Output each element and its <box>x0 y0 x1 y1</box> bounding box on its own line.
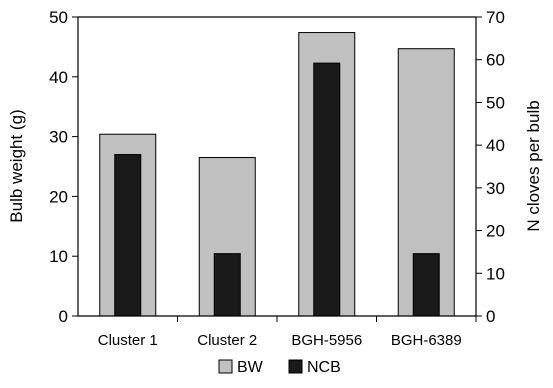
bar-ncb-2 <box>213 253 241 317</box>
y-axis-label-left: Bulb weight (g) <box>7 109 26 222</box>
legend-label-ncb: NCB <box>307 359 341 376</box>
bar-ncb-4 <box>412 253 440 317</box>
y-tick-label-right-6: 60 <box>486 51 505 70</box>
x-tick-label-4: BGH-6389 <box>391 332 462 349</box>
y-tick-label-right-3: 30 <box>486 179 505 198</box>
y-tick-label-right-4: 40 <box>486 136 505 155</box>
y-tick-label-left-0: 0 <box>59 307 68 326</box>
x-tick-label-1: Cluster 1 <box>98 332 158 349</box>
y-tick-label-right-7: 70 <box>486 8 505 27</box>
legend-swatch-bw <box>218 359 233 374</box>
bars-group <box>99 32 455 317</box>
x-tick-label-3: BGH-5956 <box>291 332 362 349</box>
y-tick-label-left-4: 40 <box>49 68 68 87</box>
y-tick-label-right-2: 20 <box>486 222 505 241</box>
y-axis-label-right: N cloves per bulb <box>524 100 543 231</box>
y-tick-label-left-3: 30 <box>49 128 68 147</box>
legend-label-bw: BW <box>237 359 264 376</box>
y-tick-label-left-5: 50 <box>49 8 68 27</box>
axes-group: Cluster 1 Cluster 2 BGH-5956 BGH-6389 0 10 20 3… <box>49 8 505 349</box>
bar-ncb-1 <box>114 154 142 317</box>
x-tick-label-2: Cluster 2 <box>197 332 257 349</box>
y-tick-label-right-1: 10 <box>486 264 505 283</box>
y-tick-label-right-0: 0 <box>486 307 495 326</box>
legend-swatch-ncb <box>288 359 303 374</box>
y-tick-label-right-5: 50 <box>486 93 505 112</box>
y-tick-label-left-1: 10 <box>49 247 68 266</box>
legend: BW NCB <box>218 359 341 376</box>
bar-ncb-3 <box>313 62 341 317</box>
y-tick-label-left-2: 20 <box>49 187 68 206</box>
